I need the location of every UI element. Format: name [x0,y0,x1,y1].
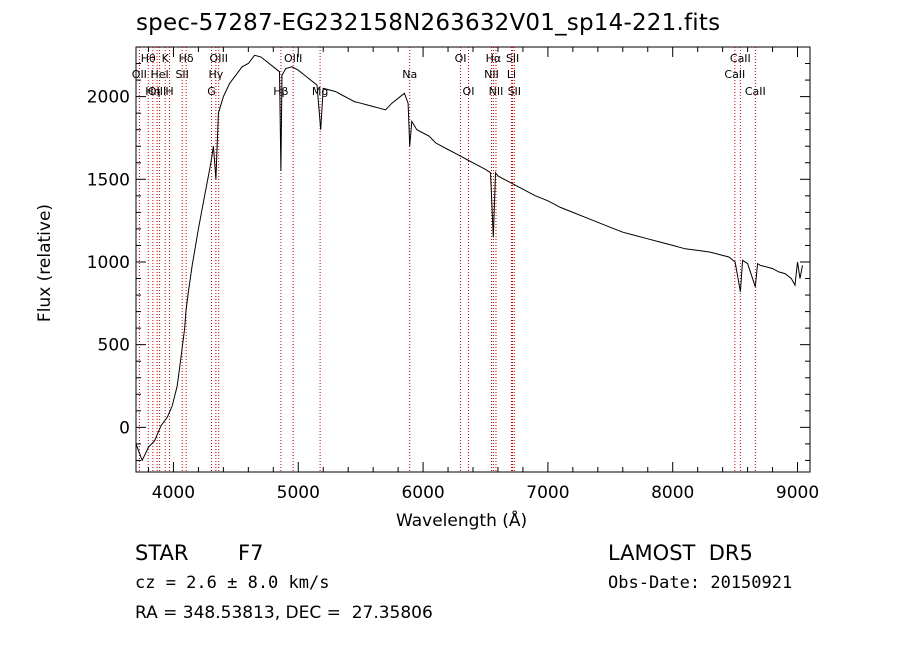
line-label-18: Hα [486,52,502,65]
line-label-25: CaII [724,68,745,81]
object-class: STAR [135,541,189,565]
spectrum-line [135,54,803,462]
x-tick-label-4000: 4000 [152,483,195,503]
line-label-5: HeI [150,68,168,81]
y-tick-label-1000: 1000 [87,253,130,273]
x-tick-label-5000: 5000 [277,483,320,503]
line-label-10: Hγ [208,68,223,81]
x-tick-label-9000: 9000 [776,483,819,503]
line-label-21: SII [506,52,519,65]
y-axis-label: Flux (relative) [35,203,55,323]
x-axis-label: Wavelength (Å) [396,511,528,531]
line-label-19: NII [484,68,499,81]
redshift-value: cz = 2.6 ± 8.0 km/s [135,573,330,593]
line-label-7: Hδ [179,52,194,65]
chart-title: spec-57287-EG232158N263632V01_sp14-221.f… [136,10,721,36]
line-label-11: G [207,85,216,98]
x-tick-label-8000: 8000 [651,483,694,503]
survey-name: LAMOST DR5 [608,541,753,565]
line-label-4: K [162,52,170,65]
line-label-8: SII [175,68,188,81]
line-label-14: Mg [312,85,328,98]
line-label-24: CaII [730,52,751,65]
coordinates: RA = 348.53813, DEC = 27.35806 [135,603,433,623]
x-tick-label-6000: 6000 [401,483,444,503]
plot-frame [135,46,811,473]
y-tick-label-1500: 1500 [87,170,130,190]
y-tick-label-0: 0 [119,418,130,438]
line-label-23: SII [508,85,521,98]
object-subclass: F7 [238,541,264,565]
line-label-13: Hβ [273,85,288,98]
line-label-0: Hθ [141,52,156,65]
line-label-16: OI [455,52,467,65]
line-label-12: OIII [284,52,302,65]
line-label-26: CaII [745,85,766,98]
x-tick-label-7000: 7000 [526,483,569,503]
line-label-6: H [165,85,173,98]
line-label-9: OIII [210,52,228,65]
line-label-1: OII [132,68,147,81]
line-label-17: OI [463,85,475,98]
line-label-15: Na [402,68,417,81]
obs-date: Obs-Date: 20150921 [608,573,793,593]
spectral-line-markers [138,47,756,472]
y-tick-label-2000: 2000 [87,88,130,108]
line-label-2: OIII [148,85,166,98]
line-label-22: Li [507,68,516,81]
x-axis-ticks: 4000 5000 6000 7000 8000 9000 [147,47,819,503]
line-label-3: Hη [145,85,160,98]
line-label-20: NII [489,85,504,98]
y-axis-ticks: 0 500 1000 1500 2000 [87,63,810,461]
y-tick-label-500: 500 [98,336,130,356]
